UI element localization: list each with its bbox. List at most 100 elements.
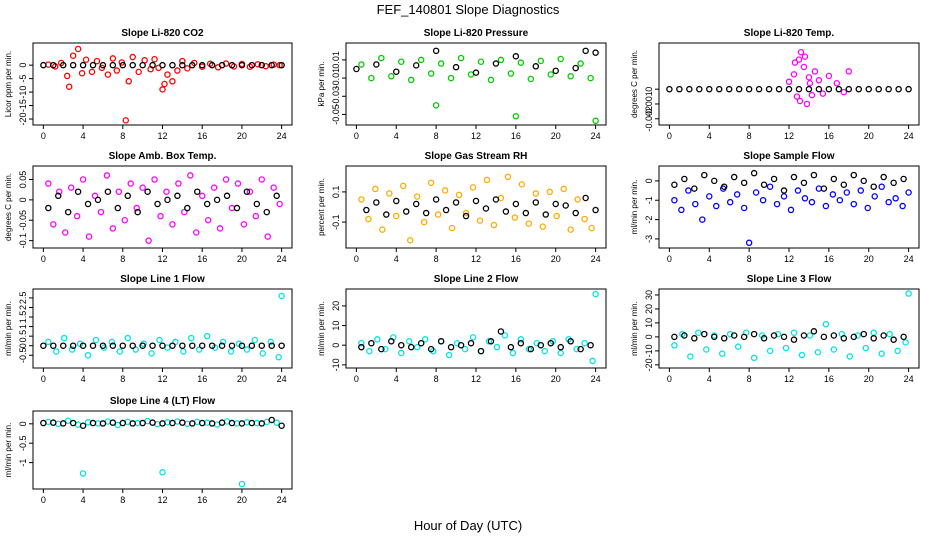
data-point-selected: [139, 342, 146, 349]
data-point: [164, 71, 171, 78]
data-point: [45, 338, 52, 346]
data-point: [766, 347, 774, 355]
data-point: [85, 233, 93, 240]
data-point-selected: [268, 342, 275, 349]
data-point: [122, 117, 130, 124]
data-point: [511, 214, 519, 221]
data-point-selected: [840, 181, 848, 189]
data-point-selected: [383, 211, 390, 218]
plot-frame: [345, 42, 607, 126]
data-point: [461, 345, 469, 353]
data-point-selected: [373, 199, 380, 206]
x-tick-label: 8: [120, 254, 125, 264]
data-point-selected: [810, 328, 818, 335]
panel-title: Slope Sample Flow: [743, 151, 834, 162]
data-point: [509, 349, 517, 357]
data-point-selected: [552, 200, 559, 208]
data-point-selected: [775, 85, 783, 93]
data-point: [750, 354, 758, 362]
x-tick-label: 0: [354, 131, 359, 141]
data-point: [434, 211, 442, 218]
x-tick-label: 12: [471, 131, 481, 141]
data-point-selected: [870, 335, 877, 342]
data-point: [574, 196, 581, 203]
data-point-selected: [208, 342, 216, 349]
x-tick-label: 0: [667, 131, 672, 141]
data-point: [175, 180, 182, 187]
data-point-selected: [552, 67, 559, 75]
y-tick-label: -0.03: [331, 86, 341, 107]
data-point: [878, 350, 885, 357]
data-point-selected: [59, 420, 67, 427]
data-point: [437, 60, 445, 67]
data-point: [161, 80, 168, 88]
data-point-selected: [393, 68, 400, 75]
data-point: [109, 225, 117, 232]
data-point-selected: [407, 343, 415, 351]
x-tick-label: 0: [41, 495, 46, 505]
data-point: [740, 204, 748, 212]
data-point: [388, 73, 395, 80]
data-point-selected: [69, 342, 77, 349]
data-point: [151, 176, 158, 183]
data-point-selected: [760, 335, 768, 342]
x-tick-label: 8: [747, 254, 752, 264]
data-point: [811, 68, 819, 75]
data-point: [726, 330, 734, 338]
x-tick-label: 4: [394, 254, 399, 264]
data-point-selected: [790, 336, 798, 343]
x-tick-label: 20: [864, 254, 874, 264]
data-point-selected: [452, 63, 460, 71]
data-point: [801, 195, 809, 202]
y-axis-label: ml/min per min.: [630, 301, 639, 356]
data-point-selected: [830, 175, 838, 183]
data-point-selected: [477, 347, 485, 355]
x-tick-label: 8: [120, 495, 125, 505]
panel-4: Slope Amb. Box Temp. 0 4 8 12 16 20 24 0.05 0 -0.0…: [4, 151, 293, 264]
data-point: [798, 351, 806, 359]
data-point-selected: [258, 420, 266, 427]
data-point-selected: [865, 85, 872, 93]
data-point: [108, 338, 116, 346]
data-point-selected: [900, 333, 907, 341]
data-point: [121, 217, 129, 224]
y-tick-label: -5: [18, 75, 28, 83]
data-point-selected: [149, 61, 156, 69]
data-point-selected: [402, 208, 410, 215]
data-point-selected: [208, 420, 216, 427]
data-point-selected: [467, 339, 475, 347]
data-point: [801, 53, 809, 60]
data-point: [358, 339, 365, 347]
y-tick-label: 2: [18, 305, 28, 310]
data-point: [592, 290, 599, 298]
data-point-selected: [268, 61, 275, 69]
data-point: [800, 63, 808, 71]
data-point: [393, 212, 400, 220]
data-point: [79, 470, 87, 477]
data-point-selected: [99, 420, 107, 427]
data-point-selected: [701, 171, 708, 179]
data-point: [254, 61, 262, 68]
data-point-selected: [169, 61, 176, 69]
data-point-selected: [542, 211, 550, 218]
x-tick-label: 20: [551, 374, 561, 384]
data-point-selected: [243, 188, 251, 195]
x-tick-label: 20: [237, 131, 247, 141]
data-point: [692, 200, 699, 208]
data-point: [759, 196, 767, 204]
data-point: [53, 348, 60, 355]
data-point-selected: [706, 85, 713, 93]
data-point: [127, 180, 134, 187]
points: [671, 290, 912, 362]
data-point-selected: [452, 199, 460, 206]
data-point: [553, 212, 560, 220]
data-point: [193, 229, 200, 236]
figure-x-axis-label: Hour of Day (UTC): [413, 518, 523, 533]
x-tick-label: 16: [824, 131, 834, 141]
data-point-selected: [462, 212, 470, 220]
data-point: [88, 68, 96, 76]
data-point: [752, 189, 760, 196]
y-tick-label: 20: [644, 304, 654, 314]
data-point: [397, 349, 405, 357]
